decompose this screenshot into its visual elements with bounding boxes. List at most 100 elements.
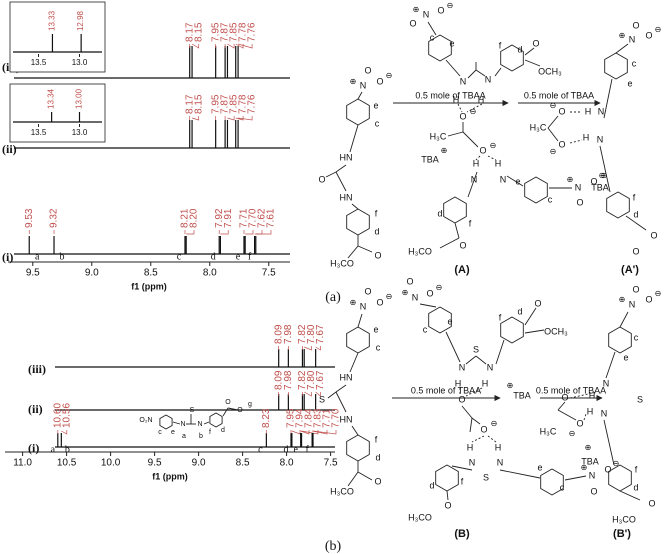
atom-label: f bbox=[375, 208, 378, 218]
structure-label: d bbox=[221, 427, 225, 434]
atom-label: N bbox=[360, 80, 367, 90]
atom-label: O bbox=[632, 246, 639, 256]
atom-label: O bbox=[590, 486, 597, 496]
atom-label: HN bbox=[340, 192, 353, 202]
structure-label: f bbox=[209, 429, 211, 436]
complex-name: (B) bbox=[454, 528, 470, 540]
atom-label: O bbox=[558, 106, 565, 116]
benzene-ring bbox=[435, 464, 459, 492]
atom-label: N bbox=[487, 362, 494, 372]
atom-label: H₃CO bbox=[612, 514, 636, 524]
benzene-ring bbox=[428, 34, 452, 62]
peak-leader bbox=[220, 230, 229, 235]
atom-label: N bbox=[360, 301, 367, 311]
peak-label: 8.21 bbox=[180, 208, 191, 228]
atom-label: TBA bbox=[581, 456, 599, 466]
atom-label: ⊕ bbox=[585, 443, 592, 452]
bond bbox=[325, 171, 337, 178]
atom-label: O bbox=[374, 476, 381, 486]
bond bbox=[351, 425, 359, 436]
bond bbox=[349, 352, 359, 373]
peak-label: 7.98 bbox=[283, 370, 294, 390]
atom-label: H bbox=[473, 158, 480, 168]
atom-label: ⊕ bbox=[402, 288, 409, 297]
atom-label: ⊖ bbox=[550, 101, 557, 110]
structure-label: g bbox=[248, 401, 252, 408]
peak-label: 8.17 bbox=[184, 94, 195, 114]
peak-label: 7.95 bbox=[286, 408, 297, 428]
x-tick-label: 10.5 bbox=[57, 458, 77, 469]
atom-label: ⊖ bbox=[655, 289, 662, 298]
bond bbox=[357, 91, 363, 100]
atom-label: N bbox=[597, 134, 604, 144]
atom-label: d bbox=[375, 452, 380, 462]
bond bbox=[524, 59, 541, 67]
bond bbox=[547, 115, 559, 129]
peak-leader bbox=[61, 430, 68, 435]
x-tick-label: 7.5 bbox=[262, 268, 276, 279]
x-tick-label: 7.5 bbox=[324, 458, 338, 469]
benzene-ring bbox=[500, 44, 524, 72]
atom-label: O bbox=[576, 418, 583, 428]
bond bbox=[557, 409, 577, 421]
peak-leader bbox=[245, 230, 254, 235]
atom-label: e bbox=[373, 324, 378, 334]
structure-label: O bbox=[225, 399, 231, 406]
bond bbox=[451, 465, 473, 471]
atom-label: H bbox=[589, 390, 596, 400]
peak-leader bbox=[291, 430, 301, 435]
peak-label: 7.82 bbox=[297, 370, 308, 390]
atom-label: O bbox=[318, 174, 325, 184]
atom-label: ⊖ bbox=[491, 419, 498, 428]
atom-label: H₃CO bbox=[330, 258, 354, 268]
atom-label: ⊖ bbox=[613, 459, 620, 468]
peak-leader bbox=[304, 391, 312, 397]
peak-leader bbox=[312, 430, 328, 435]
bond bbox=[357, 313, 363, 328]
atom-label: ⊕ bbox=[619, 31, 626, 40]
atom-label: f bbox=[499, 40, 502, 50]
bond bbox=[475, 155, 481, 161]
bond bbox=[599, 145, 611, 193]
atom-label: TBA bbox=[421, 154, 439, 164]
peak-label: 7.78 bbox=[238, 94, 249, 114]
atom-label: N bbox=[497, 457, 504, 467]
benzene-ring bbox=[604, 52, 628, 80]
peak-label: 7.76 bbox=[247, 22, 258, 42]
inset-peak-label: 13.00 bbox=[75, 88, 84, 109]
bond bbox=[335, 391, 347, 413]
peak-label: 7.70 bbox=[331, 408, 342, 428]
atom-label: f bbox=[469, 218, 472, 228]
atom-label: e bbox=[537, 462, 542, 472]
atom-label: ⊕ bbox=[507, 381, 514, 390]
peak-label: 9.53 bbox=[24, 208, 35, 228]
peak-leader bbox=[191, 116, 200, 121]
bond bbox=[547, 127, 559, 142]
peak-assignment: d bbox=[284, 444, 289, 455]
peak-label: 7.76 bbox=[247, 94, 258, 114]
atom-label: N bbox=[459, 362, 466, 372]
atom-label: N bbox=[575, 182, 582, 192]
bond bbox=[466, 103, 483, 113]
peak-label: 7.87 bbox=[220, 22, 231, 42]
atom-label: O bbox=[648, 498, 655, 508]
benzene-ring bbox=[524, 176, 548, 204]
product-name: (A') bbox=[621, 264, 639, 276]
bond bbox=[469, 417, 473, 433]
x-tick-label: 8.5 bbox=[236, 458, 250, 469]
peak-label: 7.84 bbox=[304, 408, 315, 428]
atom-label: OCH₃ bbox=[538, 66, 562, 76]
x-axis-label: f1 (ppm) bbox=[152, 471, 188, 481]
atom-label: N bbox=[603, 378, 610, 388]
atom-label: O bbox=[534, 298, 541, 308]
atom-label: N bbox=[601, 408, 608, 418]
atom-label: H bbox=[587, 406, 594, 416]
atom-label: f bbox=[635, 464, 638, 474]
atom-label: d bbox=[437, 208, 442, 218]
trace-label: (iii) bbox=[28, 362, 46, 376]
atom-label: c bbox=[548, 194, 553, 204]
atom-label: c bbox=[423, 324, 428, 334]
atom-label: d bbox=[633, 209, 638, 219]
x-tick-label: 8.0 bbox=[280, 458, 294, 469]
peak-label: 7.80 bbox=[306, 370, 317, 390]
